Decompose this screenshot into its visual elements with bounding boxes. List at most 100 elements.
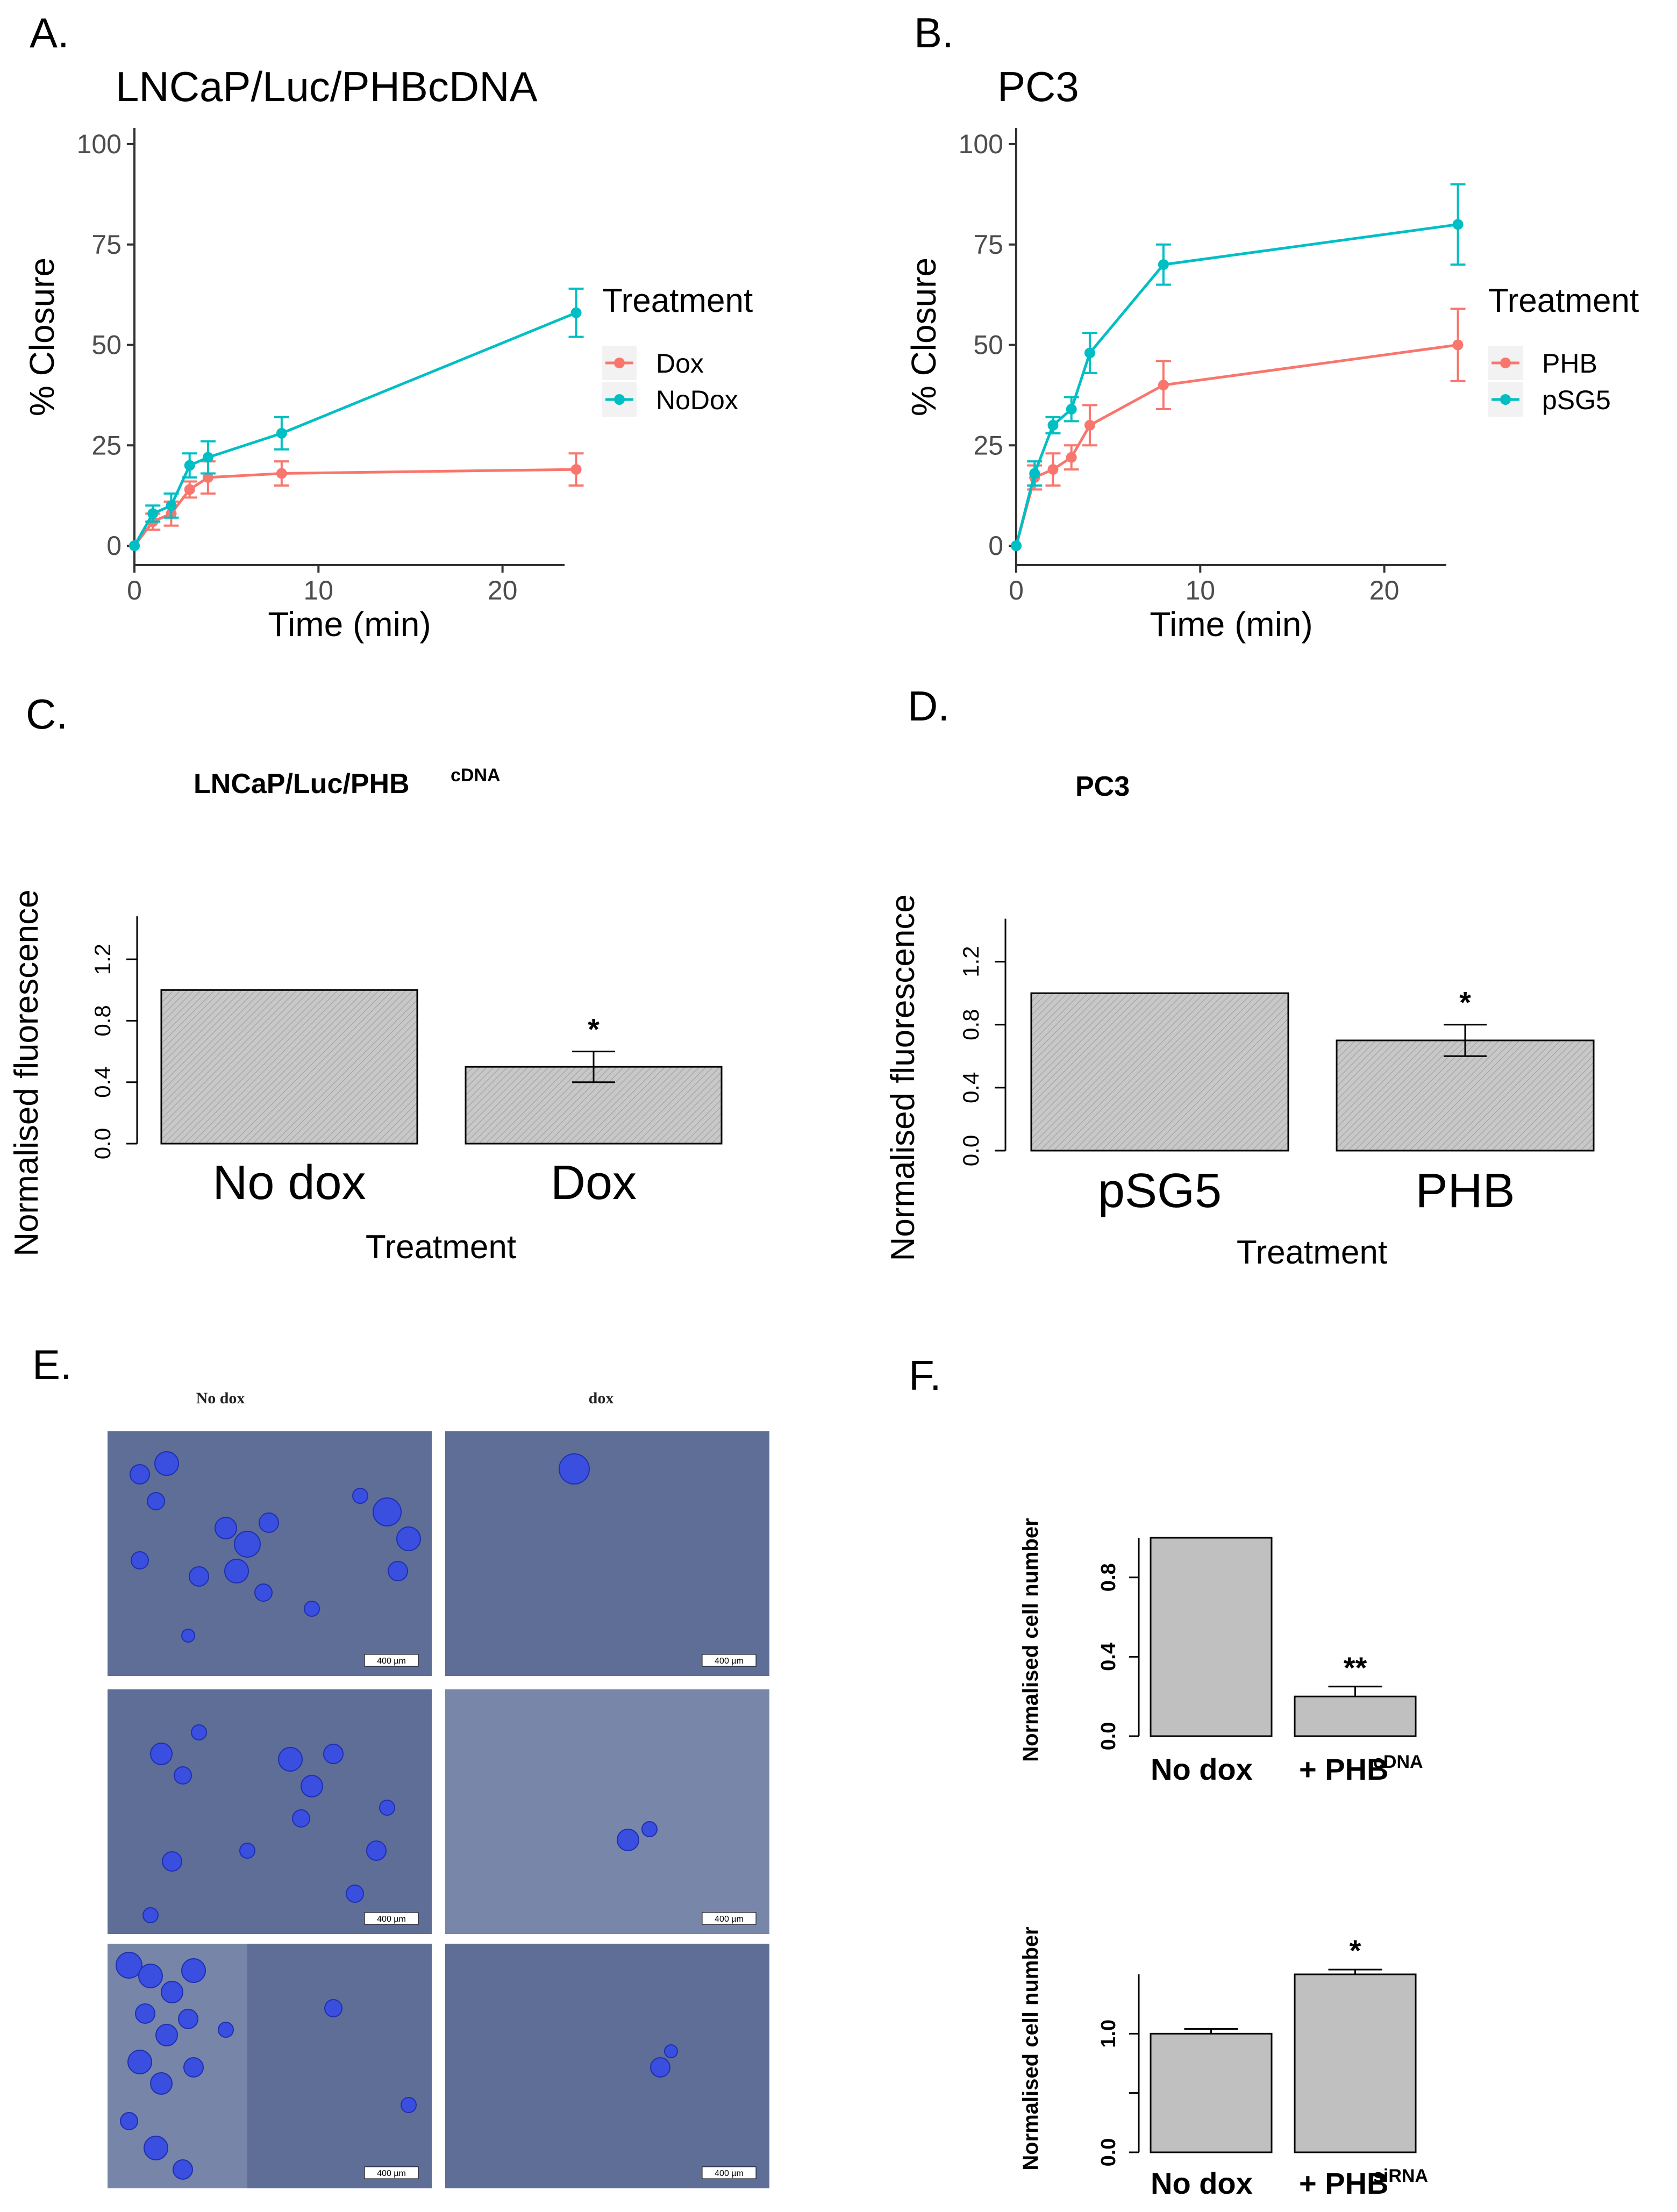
data-point-nodox xyxy=(166,500,177,511)
y-axis-title: Normalised cell number xyxy=(1019,1926,1043,2170)
column-label-no-dox: No dox xyxy=(196,1389,245,1407)
stained-cell xyxy=(150,1743,173,1765)
stained-cell xyxy=(155,2024,178,2046)
category-label: No dox xyxy=(1151,1752,1253,1786)
bar-chart-c: LNCaP/Luc/PHB cDNA 0.0 0.4 0.8 1.2 Normalised … xyxy=(8,765,723,1266)
micrograph-frame: 400 µm xyxy=(108,1944,432,2188)
stained-cell xyxy=(147,1492,165,1510)
line-chart-a: LNCaP/Luc/PHBcDNA 0 25 50 75 100 0 10 20 Time (mi… xyxy=(23,63,753,644)
stained-cell xyxy=(304,1601,320,1617)
scale-bar xyxy=(364,1654,419,1667)
data-point-phb xyxy=(1158,380,1169,391)
y-axis-title: % Closure xyxy=(23,258,61,416)
y-axis-title: Normalised cell number xyxy=(1019,1518,1043,1761)
data-point-phb xyxy=(1084,419,1095,431)
scale-bar-label: 400 µm xyxy=(715,1657,744,1666)
stained-cell xyxy=(130,1464,150,1485)
micrograph-image xyxy=(445,1431,769,1676)
y-tick-label: 0.4 xyxy=(90,1067,115,1098)
y-tick-label: 0.8 xyxy=(958,1009,983,1040)
y-tick-label: 75 xyxy=(973,230,1003,260)
series-line-nodox xyxy=(133,311,577,547)
data-point-phb xyxy=(1452,339,1464,351)
stained-cell xyxy=(346,1885,364,1903)
y-tick-label: 50 xyxy=(973,330,1003,360)
micrograph-image xyxy=(445,1944,769,2188)
micrograph-grid: 400 µm 400 µm 400 µm 400 µm 400 µm 400 µm xyxy=(108,1431,769,2188)
x-tick-label: 0 xyxy=(1009,575,1024,605)
micrograph-frame: 400 µm xyxy=(445,1689,769,1934)
y-tick-label: 0.0 xyxy=(1097,2138,1120,2167)
y-tick-label: 1.2 xyxy=(958,946,983,977)
data-point-psg5 xyxy=(1066,404,1077,415)
stained-cell xyxy=(373,1497,402,1526)
stained-cell xyxy=(144,2136,168,2160)
data-point-phb xyxy=(1066,452,1077,463)
stained-cell xyxy=(174,1766,192,1785)
stained-cell xyxy=(559,1453,590,1485)
column-label-dox: dox xyxy=(589,1389,614,1407)
legend-label-phb: PHB xyxy=(1542,348,1597,379)
stained-cell xyxy=(120,2112,138,2130)
y-tick-label: 1.0 xyxy=(1097,2020,1120,2048)
y-tick-label: 0.0 xyxy=(1097,1722,1120,1751)
stained-cell xyxy=(239,1843,255,1859)
bar-phb xyxy=(1294,1973,1417,2153)
stained-cell xyxy=(178,2009,198,2029)
y-tick-label: 25 xyxy=(91,430,122,460)
y-tick-label: 0.0 xyxy=(90,1128,115,1159)
x-axis-title: Treatment xyxy=(1237,1234,1387,1271)
data-point-psg5 xyxy=(1084,347,1095,359)
bar-chart-d: PC3 0.0 0.4 0.8 1.2 Normalised fluorescence pS… xyxy=(884,771,1595,1271)
stained-cell xyxy=(135,2003,155,2024)
stained-cell xyxy=(379,1800,395,1816)
panel-label-a: A. xyxy=(30,9,69,56)
category-label: + PHB xyxy=(1299,1752,1389,1786)
stained-cell xyxy=(401,2097,417,2113)
stained-cell xyxy=(278,1747,303,1772)
y-axis-title: Normalised fluorescence xyxy=(884,894,922,1261)
legend-title: Treatment xyxy=(602,282,753,319)
y-tick-label: 0.0 xyxy=(958,1135,983,1166)
y-tick-label: 25 xyxy=(973,430,1003,460)
data-point-nodox xyxy=(276,427,287,439)
panel-label-f: F. xyxy=(909,1352,941,1399)
category-label: Dox xyxy=(551,1156,637,1210)
y-axis-title: % Closure xyxy=(904,258,943,416)
legend-key-point xyxy=(614,394,625,405)
legend-key-point xyxy=(614,358,625,368)
stained-cell xyxy=(323,1744,344,1764)
x-tick-label: 0 xyxy=(127,575,142,605)
stained-cell xyxy=(116,1952,142,1979)
chart-title: LNCaP/Luc/PHBcDNA xyxy=(116,63,538,110)
scale-bar xyxy=(364,1912,419,1925)
significance-marker: ** xyxy=(1344,1651,1367,1685)
stained-cell xyxy=(191,1724,207,1740)
category-label: + PHB xyxy=(1299,2166,1389,2200)
stained-cell xyxy=(138,1964,163,1988)
category-label: pSG5 xyxy=(1098,1164,1222,1218)
x-tick-label: 20 xyxy=(488,575,518,605)
stained-cell xyxy=(150,2072,173,2095)
data-point-dox xyxy=(276,468,287,479)
data-point-psg5 xyxy=(1158,259,1169,270)
panel-label-c: C. xyxy=(26,690,68,738)
y-tick-label: 0 xyxy=(106,531,122,561)
stained-cell xyxy=(181,1629,195,1643)
y-axis-title: Normalised fluorescence xyxy=(8,889,45,1256)
stained-cell xyxy=(189,1566,209,1587)
y-tick-label: 0.4 xyxy=(958,1072,983,1103)
y-tick-label: 100 xyxy=(77,129,122,159)
legend-label-dox: Dox xyxy=(656,348,704,379)
legend-key-point xyxy=(1500,358,1511,368)
scale-bar-label: 400 µm xyxy=(377,1657,406,1666)
scale-bar-label: 400 µm xyxy=(377,2169,406,2178)
stained-cell xyxy=(388,1561,408,1581)
significance-marker: * xyxy=(588,1012,600,1046)
stained-cell xyxy=(259,1512,279,1533)
legend-label-psg5: pSG5 xyxy=(1542,385,1611,415)
panel-label-d: D. xyxy=(908,682,950,730)
stained-cell xyxy=(224,1559,249,1583)
category-label: No dox xyxy=(1151,2166,1253,2200)
